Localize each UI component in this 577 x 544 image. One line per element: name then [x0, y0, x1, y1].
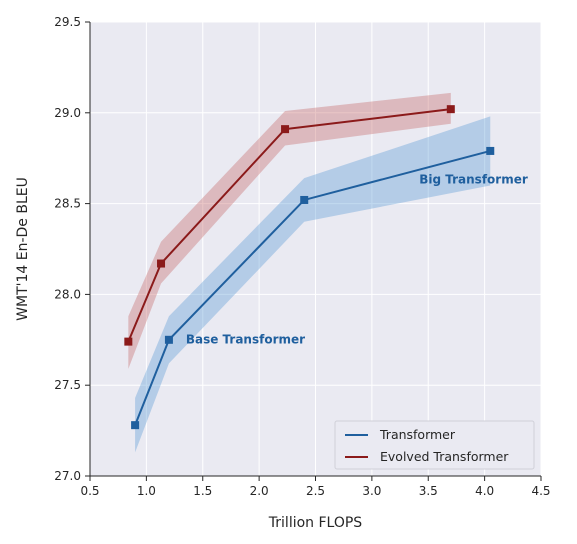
x-tick-label: 3.5	[419, 484, 438, 498]
x-tick-label: 4.5	[531, 484, 550, 498]
y-tick-label: 28.5	[54, 197, 81, 211]
data-point-evolved-transformer	[124, 337, 133, 346]
line-evolved-transformer	[127, 108, 451, 343]
x-tick-label: 2.5	[306, 484, 325, 498]
band-evolved-transformer	[128, 92, 451, 369]
x-tick-label: 3.0	[362, 484, 381, 498]
y-tick-label: 29.0	[54, 106, 81, 120]
x-tick-label: 0.5	[80, 484, 99, 498]
data-point-transformer	[486, 146, 495, 155]
legend-entry: Transformer	[379, 427, 456, 442]
y-tick-label: 27.5	[54, 378, 81, 392]
x-tick-label: 1.5	[193, 484, 212, 498]
legend-entry: Evolved Transformer	[380, 449, 509, 464]
x-axis-label: Trillion FLOPS	[268, 515, 363, 531]
data-point-evolved-transformer	[281, 125, 290, 134]
y-tick-label: 27.0	[54, 469, 81, 483]
band-transformer	[135, 116, 491, 453]
data-point-evolved-transformer	[157, 259, 166, 268]
y-tick-label: 29.5	[54, 15, 81, 29]
annotation-label: Big Transformer	[419, 173, 528, 187]
data-point-transformer	[300, 195, 309, 204]
x-tick-label: 4.0	[475, 484, 494, 498]
y-tick-label: 28.0	[54, 287, 81, 301]
legend: Transformer Evolved Transformer	[334, 420, 535, 470]
data-point-transformer	[164, 335, 173, 344]
legend-box	[334, 420, 535, 470]
data-point-transformer	[131, 421, 140, 430]
y-axis-ticks: 27.0 27.5 28.0 28.5 29.0 29.5	[54, 15, 90, 483]
x-tick-label: 2.0	[250, 484, 269, 498]
line-transformer	[134, 149, 491, 426]
x-axis-ticks: 0.5 1.0 1.5 2.0 2.5 3.0 3.5 4.0 4.5	[80, 476, 551, 498]
x-tick-label: 1.0	[137, 484, 156, 498]
series-lines	[127, 108, 491, 426]
annotation-label: Base Transformer	[186, 332, 305, 346]
annotations: Big Transformer Base Transformer	[186, 173, 528, 347]
series-markers	[124, 105, 495, 430]
data-point-evolved-transformer	[446, 105, 455, 114]
y-axis-label: WMT'14 En-De BLEU	[15, 177, 31, 321]
confidence-bands	[128, 92, 491, 453]
